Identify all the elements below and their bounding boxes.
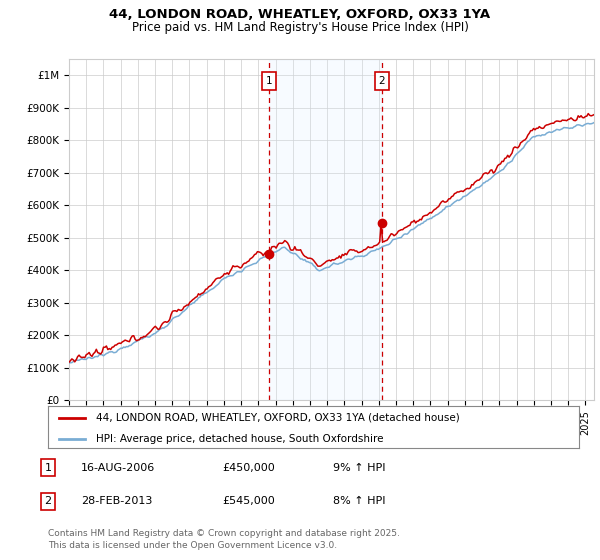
Text: HPI: Average price, detached house, South Oxfordshire: HPI: Average price, detached house, Sout… [96, 434, 383, 444]
Text: £545,000: £545,000 [222, 496, 275, 506]
Text: Contains HM Land Registry data © Crown copyright and database right 2025.
This d: Contains HM Land Registry data © Crown c… [48, 529, 400, 550]
Text: Price paid vs. HM Land Registry's House Price Index (HPI): Price paid vs. HM Land Registry's House … [131, 21, 469, 34]
Text: 1: 1 [266, 76, 272, 86]
Text: 16-AUG-2006: 16-AUG-2006 [81, 463, 155, 473]
Text: 2: 2 [44, 496, 52, 506]
Text: 28-FEB-2013: 28-FEB-2013 [81, 496, 152, 506]
Text: £450,000: £450,000 [222, 463, 275, 473]
Text: 44, LONDON ROAD, WHEATLEY, OXFORD, OX33 1YA (detached house): 44, LONDON ROAD, WHEATLEY, OXFORD, OX33 … [96, 413, 460, 423]
Text: 1: 1 [44, 463, 52, 473]
Text: 44, LONDON ROAD, WHEATLEY, OXFORD, OX33 1YA: 44, LONDON ROAD, WHEATLEY, OXFORD, OX33 … [109, 8, 491, 21]
Text: 9% ↑ HPI: 9% ↑ HPI [333, 463, 386, 473]
Text: 2: 2 [378, 76, 385, 86]
Text: 8% ↑ HPI: 8% ↑ HPI [333, 496, 386, 506]
Bar [269, 59, 382, 400]
